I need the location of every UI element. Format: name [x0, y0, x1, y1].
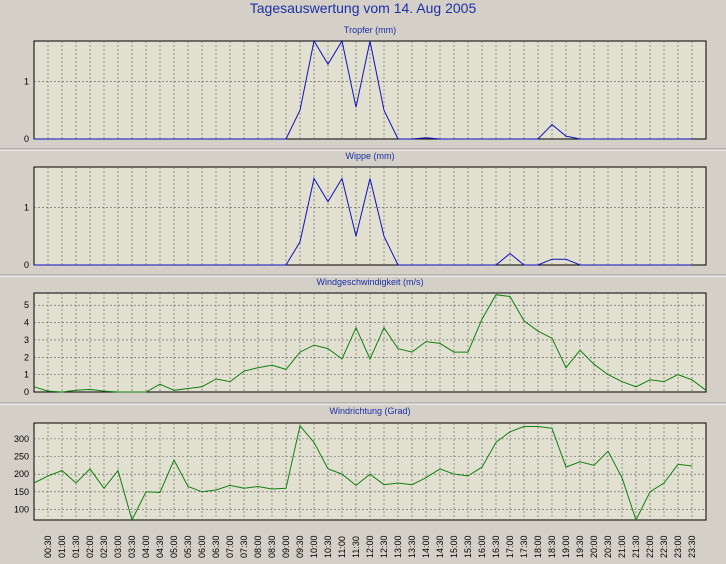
- x-tick-label: 22:00: [645, 535, 655, 558]
- x-tick-label: 15:00: [449, 535, 459, 558]
- x-tick-label: 02:00: [85, 535, 95, 558]
- x-tick-label: 10:30: [323, 535, 333, 558]
- y-tick-label: 300: [14, 434, 29, 444]
- x-tick-label: 03:30: [127, 535, 137, 558]
- x-tick-label: 18:00: [533, 535, 543, 558]
- x-tick-label: 06:00: [197, 535, 207, 558]
- x-tick-label: 05:30: [183, 535, 193, 558]
- y-tick-label: 0: [24, 387, 29, 397]
- x-tick-label: 14:00: [421, 535, 431, 558]
- x-axis-labels: 00:30 01:00 01:30 02:00 02:30 03:00 03:30 04:00…: [43, 535, 697, 558]
- y-tick-label: 3: [24, 335, 29, 345]
- x-tick-label: 08:30: [267, 535, 277, 558]
- x-tick-label: 06:30: [211, 535, 221, 558]
- y-tick-label: 1: [24, 202, 29, 212]
- panel-title: Windrichtung (Grad): [329, 406, 410, 416]
- x-tick-label: 20:30: [603, 535, 613, 558]
- series-line: [33, 424, 693, 522]
- x-tick-label: 04:30: [155, 535, 165, 558]
- panel-title: Wippe (mm): [346, 151, 395, 161]
- x-tick-label: 10:00: [309, 535, 319, 558]
- page-title: Tagesauswertung vom 14. Aug 2005: [249, 0, 477, 16]
- y-tick-label: 0: [24, 260, 29, 270]
- x-tick-label: 08:00: [253, 535, 263, 558]
- y-tick-label: 2: [24, 352, 29, 362]
- y-tick-label: 5: [24, 300, 29, 310]
- chart-panel-3: Windgeschwindigkeit (m/s) 0 1 2 3 4 5: [24, 277, 707, 397]
- series-line: [34, 177, 692, 266]
- y-tick-label: 250: [14, 452, 29, 462]
- x-tick-label: 02:30: [99, 535, 109, 558]
- y-tick-label: 150: [14, 487, 29, 497]
- y-tick-label: 0: [24, 134, 29, 144]
- x-tick-label: 14:30: [435, 535, 445, 558]
- y-tick-label: 4: [24, 318, 29, 328]
- x-tick-label: 22:30: [659, 535, 669, 558]
- x-tick-label: 12:00: [365, 535, 375, 558]
- x-tick-label: 16:00: [477, 535, 487, 558]
- x-tick-label: 11:30: [351, 536, 361, 558]
- x-tick-label: 04:00: [141, 535, 151, 558]
- x-tick-label: 13:00: [393, 535, 403, 558]
- x-tick-label: 16:30: [491, 535, 501, 558]
- x-tick-label: 03:00: [113, 535, 123, 558]
- x-tick-label: 21:00: [617, 535, 627, 558]
- y-tick-label: 1: [24, 370, 29, 380]
- x-tick-label: 13:30: [407, 535, 417, 558]
- x-tick-label: 07:30: [239, 535, 249, 558]
- y-tick-label: 200: [14, 469, 29, 479]
- x-tick-label: 19:30: [575, 535, 585, 558]
- x-tick-label: 00:30: [43, 535, 53, 558]
- x-tick-label: 01:00: [57, 535, 67, 558]
- x-tick-label: 12:30: [379, 535, 389, 558]
- x-tick-label: 23:00: [673, 535, 683, 558]
- x-tick-label: 01:30: [71, 535, 81, 558]
- x-tick-label: 09:00: [281, 535, 291, 558]
- x-tick-label: 19:00: [561, 535, 571, 558]
- x-tick-label: 23:30: [687, 535, 697, 558]
- chart-panel-4: Windrichtung (Grad) 100 150 200 250 300: [14, 406, 707, 522]
- x-tick-label: 11:00: [337, 536, 347, 558]
- x-tick-label: 21:30: [631, 535, 641, 558]
- y-tick-label: 100: [14, 504, 29, 514]
- x-tick-label: 18:30: [547, 535, 557, 558]
- x-tick-label: 20:00: [589, 535, 599, 558]
- y-tick-label: 1: [24, 76, 29, 86]
- x-tick-label: 07:00: [225, 535, 235, 558]
- panel-title: Windgeschwindigkeit (m/s): [316, 277, 423, 287]
- x-tick-label: 17:30: [519, 535, 529, 558]
- x-tick-label: 05:00: [169, 535, 179, 558]
- x-tick-label: 17:00: [505, 535, 515, 558]
- x-tick-label: 15:30: [463, 535, 473, 558]
- chart-panel-1: Tropfer (mm) 0 1: [24, 25, 707, 144]
- series-line: [34, 39, 692, 140]
- panel-title: Tropfer (mm): [344, 25, 396, 35]
- chart-panel-2: Wippe (mm) 0 1: [24, 151, 707, 270]
- series-line: [33, 294, 707, 393]
- x-tick-label: 09:30: [295, 535, 305, 558]
